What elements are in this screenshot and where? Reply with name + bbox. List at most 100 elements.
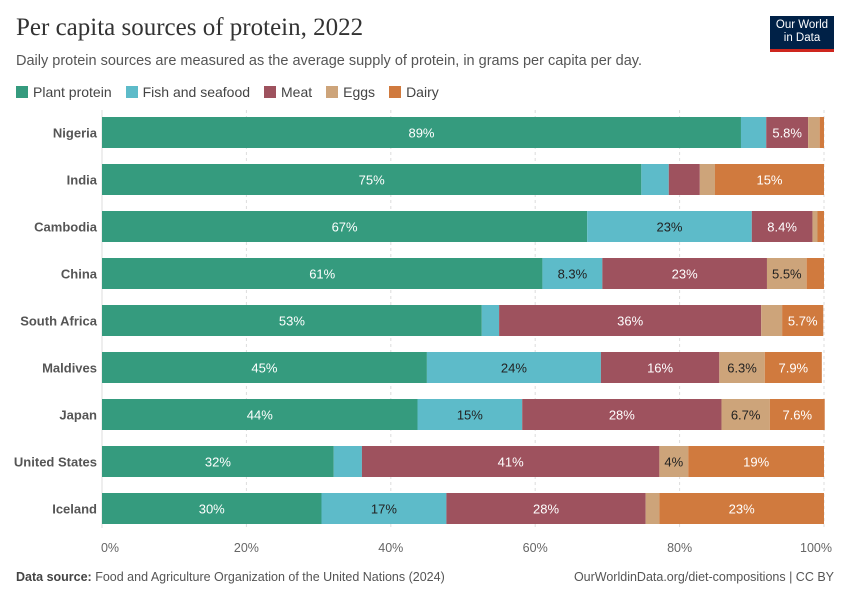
data-label: 19% bbox=[743, 455, 769, 470]
bar-segment bbox=[721, 399, 770, 430]
bar-segment bbox=[602, 258, 767, 289]
legend-label: Fish and seafood bbox=[142, 84, 251, 100]
bar-segment bbox=[761, 305, 783, 336]
bar-segment bbox=[587, 211, 752, 242]
logo-line1: Our World bbox=[775, 19, 829, 31]
bar-segment bbox=[600, 352, 720, 383]
data-label: 89% bbox=[408, 126, 434, 141]
source-text: Food and Agriculture Organization of the… bbox=[95, 570, 445, 584]
data-label: 24% bbox=[501, 361, 527, 376]
bar-segment bbox=[668, 164, 700, 195]
x-tick-label: 0% bbox=[101, 541, 119, 555]
bar-segment bbox=[102, 446, 334, 477]
category-label: India bbox=[67, 173, 98, 188]
data-label: 15% bbox=[756, 173, 782, 188]
data-label: 67% bbox=[332, 220, 358, 235]
legend: Plant protein Fish and seafood Meat Eggs Dai… bbox=[16, 84, 439, 100]
bar-segment bbox=[102, 305, 482, 336]
legend-label: Dairy bbox=[406, 84, 439, 100]
data-label: 15% bbox=[457, 408, 483, 423]
source-url[interactable]: OurWorldinData.org/diet-compositions | C… bbox=[573, 570, 834, 584]
category-label: Iceland bbox=[52, 502, 97, 517]
bar-segment bbox=[699, 164, 715, 195]
bar-segment bbox=[719, 352, 765, 383]
data-label: 4% bbox=[664, 455, 683, 470]
data-label: 28% bbox=[533, 502, 559, 517]
legend-label: Meat bbox=[281, 84, 313, 100]
data-source: Data source: Food and Agriculture Organi… bbox=[16, 570, 445, 584]
legend-swatch bbox=[389, 86, 402, 98]
data-label: 23% bbox=[729, 502, 755, 517]
category-label: Cambodia bbox=[34, 220, 98, 235]
x-tick-label: 20% bbox=[234, 541, 259, 555]
category-label: China bbox=[61, 267, 98, 282]
category-label: Maldives bbox=[42, 361, 97, 376]
bar-segment bbox=[361, 446, 660, 477]
bar-segment bbox=[522, 399, 722, 430]
bar-segment bbox=[102, 399, 418, 430]
bar-segment bbox=[659, 446, 689, 477]
data-label: 28% bbox=[609, 408, 635, 423]
bar-segment bbox=[499, 305, 762, 336]
bar-segment bbox=[766, 117, 809, 148]
x-tick-label: 80% bbox=[667, 541, 692, 555]
legend-item[interactable]: Fish and seafood bbox=[125, 84, 251, 100]
legend-item[interactable]: Eggs bbox=[326, 84, 375, 100]
bar-segment bbox=[764, 352, 822, 383]
legend-item[interactable]: Meat bbox=[264, 84, 312, 100]
x-tick-label: 60% bbox=[523, 541, 548, 555]
data-label: 61% bbox=[309, 267, 335, 282]
data-label: 45% bbox=[251, 361, 277, 376]
data-label: 16% bbox=[647, 361, 673, 376]
bar-segment bbox=[542, 258, 603, 289]
category-label: Nigeria bbox=[53, 126, 98, 141]
data-label: 17% bbox=[371, 502, 397, 517]
x-tick-label: 100% bbox=[800, 541, 832, 555]
data-label: 41% bbox=[498, 455, 524, 470]
data-label: 5.5% bbox=[772, 267, 802, 282]
data-label: 7.6% bbox=[782, 408, 812, 423]
legend-swatch bbox=[326, 86, 339, 98]
bar-segment bbox=[659, 493, 824, 524]
bar-segment bbox=[808, 117, 820, 148]
chart-subtitle: Daily protein sources are measured as th… bbox=[16, 53, 642, 69]
bar-segment bbox=[769, 399, 825, 430]
bar-segment bbox=[766, 258, 807, 289]
bar-segment bbox=[812, 211, 818, 242]
data-label: 32% bbox=[205, 455, 231, 470]
bar-segment bbox=[714, 164, 824, 195]
data-label: 75% bbox=[359, 173, 385, 188]
bar-segment bbox=[102, 352, 427, 383]
bar-segment bbox=[688, 446, 824, 477]
data-label: 5.8% bbox=[772, 126, 802, 141]
data-label: 23% bbox=[656, 220, 682, 235]
bar-segment bbox=[321, 493, 447, 524]
data-label: 8.3% bbox=[558, 267, 588, 282]
bar-segment bbox=[817, 211, 824, 242]
bar-segment bbox=[782, 305, 824, 336]
data-label: 5.7% bbox=[788, 314, 818, 329]
bar-segment bbox=[426, 352, 601, 383]
bar-segment bbox=[417, 399, 523, 430]
legend-item[interactable]: Dairy bbox=[389, 84, 439, 100]
owid-logo[interactable]: Our World in Data bbox=[770, 16, 834, 52]
bar-segment bbox=[481, 305, 500, 336]
data-label: 53% bbox=[279, 314, 305, 329]
data-label: 36% bbox=[617, 314, 643, 329]
logo-line2: in Data bbox=[783, 32, 821, 44]
data-label: 8.4% bbox=[767, 220, 797, 235]
data-label: 30% bbox=[199, 502, 225, 517]
x-tick-label: 40% bbox=[378, 541, 403, 555]
bar-segment bbox=[446, 493, 646, 524]
data-label: 6.3% bbox=[727, 361, 757, 376]
bar-segment bbox=[102, 211, 588, 242]
category-label: United States bbox=[14, 455, 97, 470]
bar-segment bbox=[102, 258, 543, 289]
legend-item[interactable]: Plant protein bbox=[16, 84, 112, 100]
bar-segment bbox=[819, 117, 824, 148]
chart-title: Per capita sources of protein, 2022 bbox=[16, 14, 364, 41]
legend-swatch bbox=[264, 86, 277, 98]
data-label: 44% bbox=[247, 408, 273, 423]
